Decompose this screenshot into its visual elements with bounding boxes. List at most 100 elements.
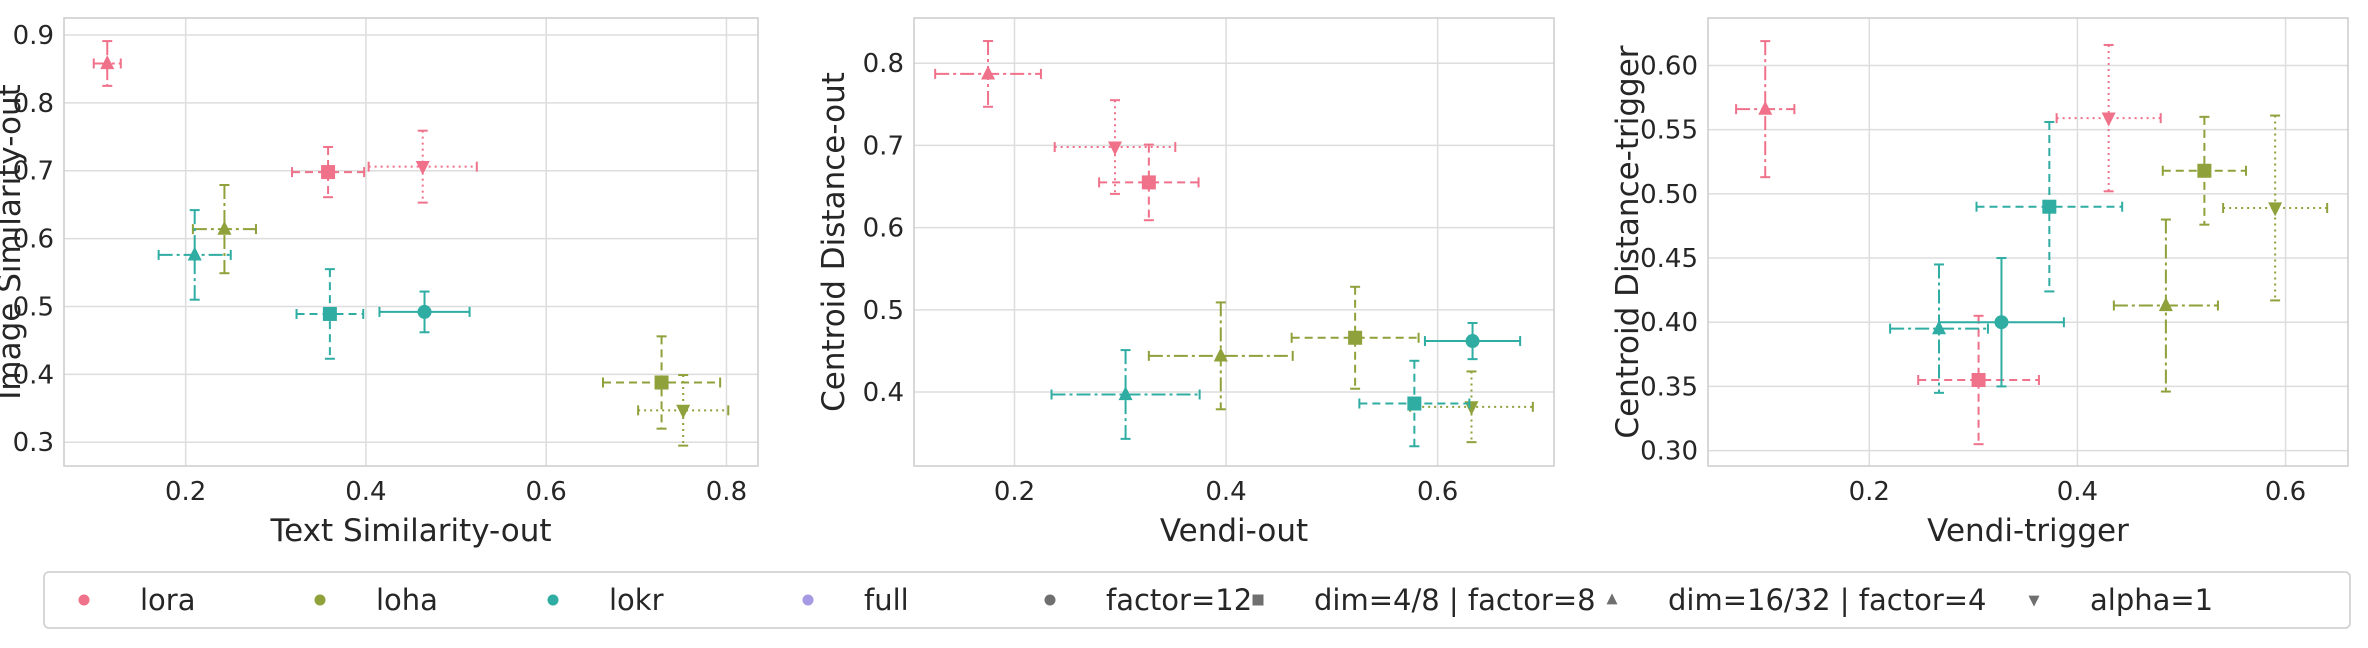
marker-triangle-up xyxy=(2158,297,2173,312)
legend-entry: full xyxy=(802,583,909,617)
marker-triangle-up xyxy=(1758,100,1773,115)
data-point-lokr-square xyxy=(1358,359,1471,448)
legend-entry: lokr xyxy=(547,583,664,617)
marker-square xyxy=(654,375,669,390)
data-point-lora-triangle-down xyxy=(1053,99,1177,195)
data-point-lokr-square xyxy=(1975,120,2124,293)
y-tick-label: 0.8 xyxy=(863,49,904,79)
legend-label: lora xyxy=(140,583,196,617)
legend-label: loha xyxy=(376,583,438,617)
data-point-lokr-triangle-up xyxy=(1050,349,1201,440)
x-tick-label: 0.2 xyxy=(994,477,1035,507)
data-point-lokr-square xyxy=(295,268,365,360)
subplot-1: 0.2 0.4 0.6 0.8 0.3 0.4 0.5 0.6 0.7 0.8 0.9 Text Si… xyxy=(0,17,759,549)
plots: 0.2 0.4 0.6 0.8 0.3 0.4 0.5 0.6 0.7 0.8 0.9 Text Si… xyxy=(0,17,2349,549)
y-tick-label: 0.6 xyxy=(863,214,904,244)
data-point-lora-triangle-down xyxy=(367,129,478,204)
legend: lora loha lokr full factor=12 dim=4/8 | facto… xyxy=(43,571,2351,629)
legend-marker-circle xyxy=(802,594,814,606)
legend-label: alpha=1 xyxy=(2090,583,2213,617)
data-point-loha-triangle-up xyxy=(2112,218,2219,393)
y-tick-label: 0.4 xyxy=(13,360,54,390)
marker-circle xyxy=(1465,334,1480,349)
y-tick-label: 0.7 xyxy=(863,131,904,161)
data-point-lokr-circle xyxy=(1423,321,1522,361)
data-point-lokr-triangle-up xyxy=(1889,263,1989,394)
legend-label: full xyxy=(864,583,909,617)
marker-circle xyxy=(417,304,432,319)
marker-triangle-down xyxy=(2101,112,2116,127)
data-point-lora-triangle-up xyxy=(934,40,1042,108)
data-point-loha-triangle-up xyxy=(1147,301,1294,411)
marker-square xyxy=(1348,330,1363,345)
x-tick-label: 0.6 xyxy=(1417,477,1458,507)
x-axis-label: Vendi-trigger xyxy=(1927,513,2129,549)
legend-label: factor=12 xyxy=(1106,583,1252,617)
data-point-lokr-circle xyxy=(1938,257,2065,388)
marker-triangle-up xyxy=(981,65,996,80)
y-tick-label: 0.9 xyxy=(13,21,54,51)
data-point-loha-square xyxy=(2161,115,2248,226)
legend-entry: alpha=1 xyxy=(2028,583,2213,617)
x-axis-label: Vendi-out xyxy=(1160,513,1308,549)
plot-frame xyxy=(63,17,759,467)
y-tick-label: 0.40 xyxy=(1640,308,1698,338)
legend-label: lokr xyxy=(609,583,664,617)
legend-entry: factor=12 xyxy=(1044,583,1252,617)
data-point-loha-triangle-up xyxy=(191,183,257,275)
subplot-3: 0.2 0.4 0.6 0.30 0.35 0.40 0.45 0.50 0.55 0.60 Ven… xyxy=(1610,17,2349,549)
marker-triangle-down xyxy=(1107,141,1122,156)
marker-triangle-down xyxy=(415,161,430,176)
marker-triangle-up xyxy=(1932,320,1947,335)
data-point-lokr-circle xyxy=(378,290,471,334)
data-point-lora-triangle-down xyxy=(2055,43,2162,193)
data-point-loha-square xyxy=(1290,285,1420,390)
x-tick-label: 0.8 xyxy=(706,477,747,507)
marker-square xyxy=(1971,372,1986,387)
legend-entry: lora xyxy=(78,583,196,617)
y-tick-label: 0.5 xyxy=(13,292,54,322)
x-tick-label: 0.2 xyxy=(1849,477,1890,507)
marker-triangle-up xyxy=(1118,386,1133,401)
legend-entry: dim=4/8 | factor=8 xyxy=(1252,583,1596,617)
data-point-lora-square xyxy=(291,145,366,199)
marker-square xyxy=(322,306,337,321)
subplot-2: 0.2 0.4 0.6 0.4 0.5 0.6 0.7 0.8 Vendi-out Centroi… xyxy=(816,17,1555,549)
legend-entry: loha xyxy=(314,583,438,617)
legend-label: dim=16/32 | factor=4 xyxy=(1668,583,1987,617)
legend-marker-triangle-up xyxy=(1606,593,1618,605)
y-tick-label: 0.45 xyxy=(1640,244,1698,274)
marker-triangle-down xyxy=(2268,202,2283,217)
legend-marker-square xyxy=(1252,594,1264,606)
legend-frame xyxy=(43,571,2351,629)
marker-circle xyxy=(1994,315,2009,330)
x-axis-label: Text Similarity-out xyxy=(269,513,551,549)
x-tick-label: 0.4 xyxy=(1205,477,1246,507)
x-tick-label: 0.6 xyxy=(526,477,567,507)
data-point-lora-triangle-up xyxy=(1735,40,1796,179)
data-point-lora-triangle-up xyxy=(92,40,122,87)
y-tick-label: 0.5 xyxy=(863,296,904,326)
legend-marker-circle xyxy=(1044,594,1056,606)
data-point-loha-triangle-down xyxy=(2222,114,2329,302)
x-tick-label: 0.4 xyxy=(2057,477,2098,507)
legend-marker-circle xyxy=(78,594,90,606)
plot-frame xyxy=(913,17,1555,467)
y-tick-label: 0.30 xyxy=(1640,437,1698,467)
marker-square xyxy=(1141,175,1156,190)
marker-triangle-down xyxy=(1464,401,1479,416)
data-point-loha-triangle-down xyxy=(637,374,730,447)
marker-square xyxy=(1407,396,1422,411)
y-tick-label: 0.50 xyxy=(1640,180,1698,210)
x-tick-label: 0.6 xyxy=(2265,477,2306,507)
data-point-lokr-triangle-up xyxy=(157,209,232,301)
data-point-lora-square xyxy=(1098,143,1200,222)
marker-triangle-up xyxy=(187,246,202,261)
y-tick-label: 0.6 xyxy=(13,225,54,255)
marker-square xyxy=(321,165,336,180)
y-axis-label: Centroid Distance-trigger xyxy=(1610,45,1646,438)
y-tick-label: 0.7 xyxy=(13,157,54,187)
plot-frame xyxy=(1707,17,2349,467)
x-tick-label: 0.2 xyxy=(165,477,206,507)
